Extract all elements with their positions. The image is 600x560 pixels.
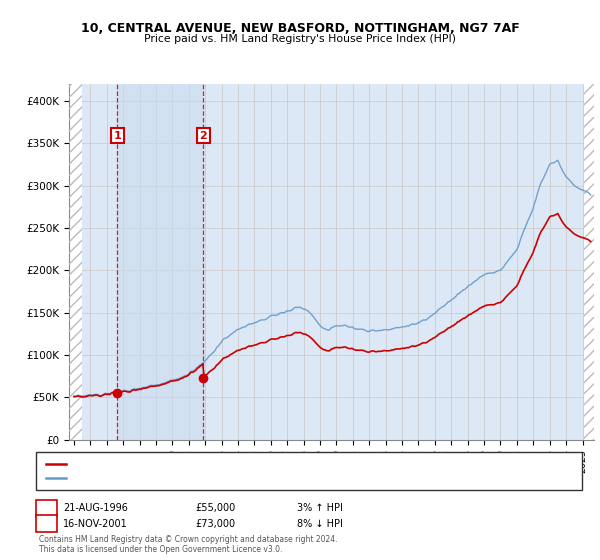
Text: 3% ↑ HPI: 3% ↑ HPI xyxy=(297,503,343,514)
Text: 10, CENTRAL AVENUE, NEW BASFORD, NOTTINGHAM, NG7 7AF: 10, CENTRAL AVENUE, NEW BASFORD, NOTTING… xyxy=(80,22,520,35)
Text: 2: 2 xyxy=(43,519,50,529)
Text: 2: 2 xyxy=(199,130,207,141)
Text: £73,000: £73,000 xyxy=(195,519,235,529)
Text: 10, CENTRAL AVENUE, NEW BASFORD, NOTTINGHAM, NG7 7AF (detached house): 10, CENTRAL AVENUE, NEW BASFORD, NOTTING… xyxy=(70,459,421,468)
Text: 21-AUG-1996: 21-AUG-1996 xyxy=(63,503,128,514)
Text: 1: 1 xyxy=(113,130,121,141)
Text: £55,000: £55,000 xyxy=(195,503,235,514)
Text: 8% ↓ HPI: 8% ↓ HPI xyxy=(297,519,343,529)
Text: 1: 1 xyxy=(43,503,50,514)
Text: HPI: Average price, detached house, City of Nottingham: HPI: Average price, detached house, City… xyxy=(70,474,312,483)
Text: 16-NOV-2001: 16-NOV-2001 xyxy=(63,519,128,529)
Bar xyxy=(117,84,203,440)
Text: Contains HM Land Registry data © Crown copyright and database right 2024.
This d: Contains HM Land Registry data © Crown c… xyxy=(39,535,337,554)
Text: Price paid vs. HM Land Registry's House Price Index (HPI): Price paid vs. HM Land Registry's House … xyxy=(144,34,456,44)
